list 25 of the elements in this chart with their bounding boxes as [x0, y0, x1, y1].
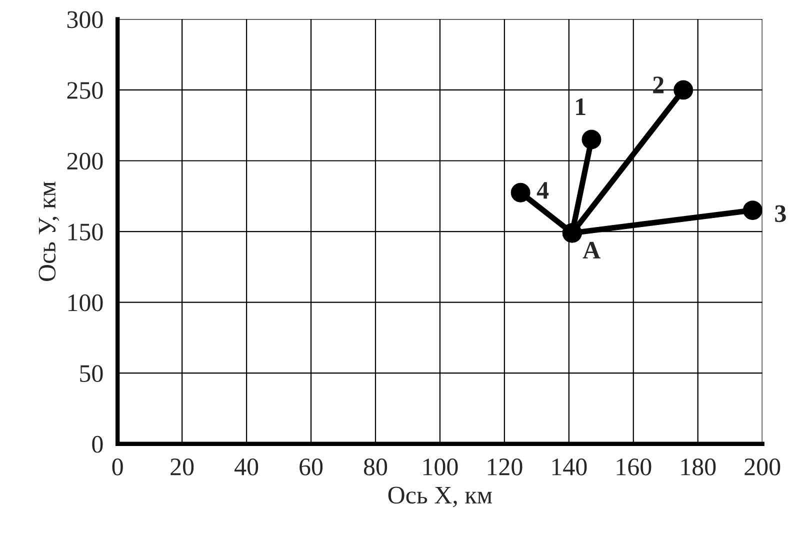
- y-tick-label: 300: [67, 11, 103, 28]
- annotation: 1: [576, 98, 586, 115]
- y-tick-label: 150: [68, 224, 103, 240]
- x-tick-label: 160: [616, 458, 652, 476]
- x-tick-label: 140: [552, 458, 587, 476]
- x-tick-label: 180: [681, 458, 716, 476]
- y-tick-label: 250: [67, 82, 103, 99]
- x-tick-label: 0: [112, 458, 123, 476]
- x-tick-label: 120: [488, 458, 522, 476]
- x-tick-label: 60: [300, 458, 323, 476]
- y-tick-label: 100: [68, 294, 103, 312]
- y-tick-label: 0: [92, 436, 103, 453]
- annotation: A: [582, 242, 600, 258]
- annotation: 2: [653, 76, 664, 94]
- y-tick-label: 200: [67, 152, 103, 170]
- y-tick-label: 50: [80, 365, 103, 382]
- x-tick-label: 100: [423, 458, 458, 476]
- annotation: 4: [536, 182, 549, 199]
- x-tick-label: 40: [234, 458, 258, 476]
- annotation: 3: [775, 205, 786, 222]
- y-axis-title: Ось У, км: [38, 182, 60, 281]
- x-tick-label: 200: [744, 458, 780, 476]
- x-tick-label: 80: [364, 458, 388, 476]
- x-tick-label: 20: [170, 458, 194, 476]
- x-axis-title: Ось X, км: [388, 486, 492, 508]
